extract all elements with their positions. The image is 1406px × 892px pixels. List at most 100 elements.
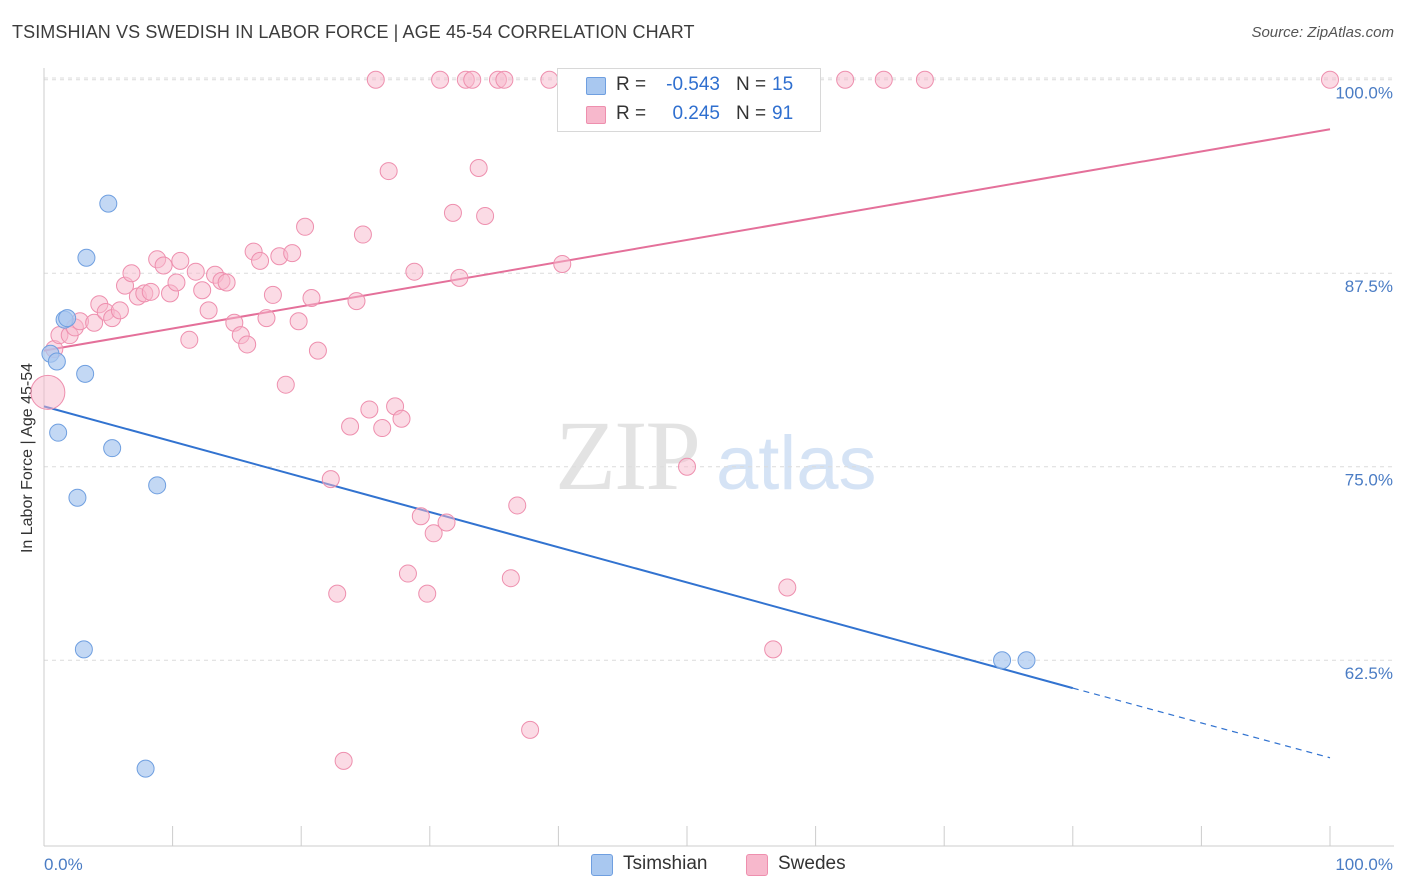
legend-r-value: 0.245 <box>672 103 720 124</box>
point-tsimshian <box>1017 651 1036 670</box>
point-tsimshian <box>58 309 77 328</box>
point-swedes <box>199 301 218 320</box>
point-swedes <box>347 292 366 311</box>
y-tick-label: 75.0% <box>1345 471 1393 490</box>
stats-legend: R = -0.543 N = 15 R = 0.245 N = 91 <box>557 68 821 132</box>
series-legend: Tsimshian Swedes <box>0 852 1406 878</box>
point-swedes <box>296 217 315 236</box>
legend-r-label: R = <box>616 74 647 95</box>
point-swedes <box>334 751 353 770</box>
point-tsimshian <box>993 651 1012 670</box>
legend-swatch-swedes <box>746 854 768 876</box>
point-swedes <box>276 375 295 394</box>
point-swedes <box>553 254 572 273</box>
point-swedes <box>251 251 270 270</box>
legend-r-value: -0.543 <box>666 74 720 95</box>
point-tsimshian <box>76 364 95 383</box>
watermark-atlas: atlas <box>716 421 877 506</box>
point-tsimshian <box>103 439 122 458</box>
point-swedes <box>360 400 379 419</box>
point-swedes <box>915 70 934 89</box>
point-swedes <box>289 312 308 331</box>
point-swedes <box>283 244 302 263</box>
point-swedes <box>238 335 257 354</box>
y-tick-label: 100.0% <box>1335 84 1393 103</box>
legend-row-tsimshian: R = -0.543 N = 15 <box>558 71 820 99</box>
point-swedes <box>450 268 469 287</box>
watermark-zip: ZIP <box>555 400 701 511</box>
point-tsimshian <box>74 640 93 659</box>
tick-labels: 62.5% 75.0% 87.5% 100.0% 0.0% 100.0% <box>44 84 1393 874</box>
point-tsimshian <box>77 248 96 267</box>
point-swedes <box>431 70 450 89</box>
point-swedes <box>110 301 129 320</box>
point-swedes <box>437 513 456 532</box>
legend-r-label: R = <box>616 103 647 124</box>
point-swedes <box>257 309 276 328</box>
point-swedes <box>424 524 443 543</box>
point-tsimshian <box>47 352 66 371</box>
point-swedes <box>463 70 482 89</box>
data-points <box>30 70 1339 778</box>
trend-line-tsimshian <box>43 405 1074 690</box>
point-swedes <box>217 273 236 292</box>
point-swedes <box>141 282 160 301</box>
point-swedes <box>405 262 424 281</box>
point-swedes <box>508 496 527 515</box>
legend-row-swedes: R = 0.245 N = 91 <box>558 100 820 128</box>
point-swedes <box>186 262 205 281</box>
point-tsimshian <box>136 759 155 778</box>
point-swedes <box>398 564 417 583</box>
point-swedes <box>411 507 430 526</box>
legend-n-value: 91 <box>772 103 794 124</box>
point-swedes <box>874 70 893 89</box>
legend-label-tsimshian: Tsimshian <box>623 853 708 874</box>
point-swedes <box>366 70 385 89</box>
point-swedes <box>154 256 173 275</box>
point-swedes <box>501 569 520 588</box>
point-swedes <box>1321 70 1339 89</box>
point-swedes <box>418 584 437 603</box>
point-swedes <box>353 225 372 244</box>
point-swedes <box>341 417 360 436</box>
grid-lines <box>44 77 1394 661</box>
point-tsimshian <box>99 194 118 213</box>
trend-line-swedes <box>43 128 1331 352</box>
x-tick-label: 100.0% <box>1335 855 1393 874</box>
point-swedes <box>308 341 327 360</box>
point-tsimshian <box>49 423 68 442</box>
point-swedes <box>778 578 797 597</box>
point-swedes <box>443 203 462 222</box>
point-swedes <box>328 584 347 603</box>
point-swedes <box>171 251 190 270</box>
point-swedes <box>373 419 392 438</box>
legend-n-value: 15 <box>772 74 794 95</box>
point-swedes <box>521 720 540 739</box>
point-swedes <box>122 264 141 283</box>
point-swedes <box>469 158 488 177</box>
legend-swatch-tsimshian <box>586 77 606 95</box>
point-swedes <box>379 162 398 181</box>
chart-title: TSIMSHIAN VS SWEDISH IN LABOR FORCE | AG… <box>12 22 695 42</box>
legend-n-label: N = <box>736 74 767 95</box>
point-swedes <box>180 330 199 349</box>
point-swedes <box>764 640 783 659</box>
legend-label-swedes: Swedes <box>778 853 846 874</box>
axes <box>43 68 1394 847</box>
x-tick-label: 0.0% <box>44 855 83 874</box>
point-swedes <box>495 70 514 89</box>
point-swedes <box>540 70 559 89</box>
legend-n-label: N = <box>736 103 767 124</box>
y-tick-label: 62.5% <box>1345 664 1393 683</box>
point-swedes <box>321 470 340 489</box>
point-swedes <box>193 281 212 300</box>
point-swedes <box>302 289 321 308</box>
point-swedes <box>476 206 495 225</box>
point-tsimshian <box>68 488 87 507</box>
point-tsimshian <box>148 476 167 495</box>
point-swedes <box>167 273 186 292</box>
point-swedes <box>678 457 696 476</box>
point-swedes <box>263 285 282 304</box>
point-swedes <box>85 313 104 332</box>
point-swedes <box>30 374 66 410</box>
